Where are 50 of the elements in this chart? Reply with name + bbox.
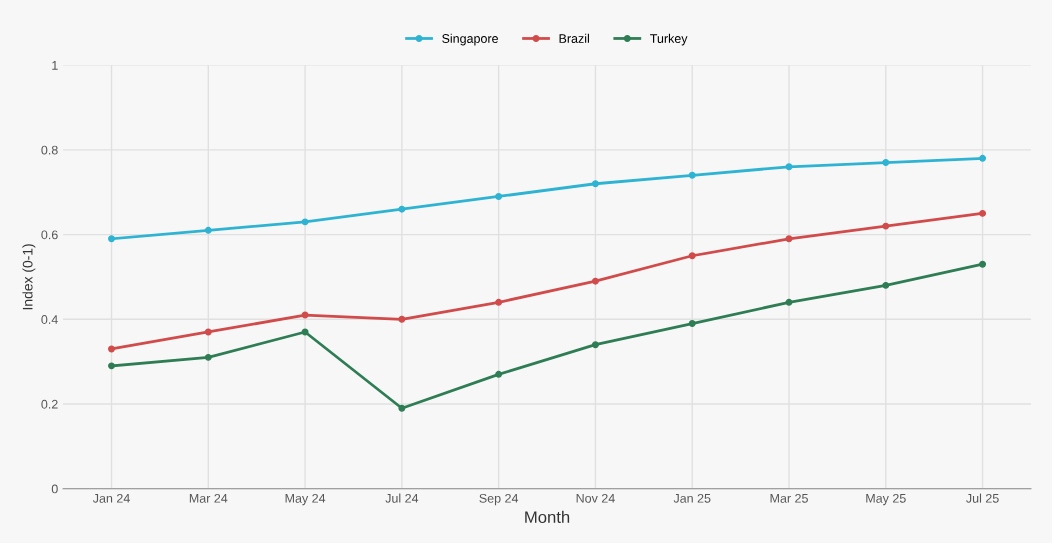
point bbox=[204, 226, 212, 234]
point bbox=[591, 277, 599, 285]
y-tick-label: 0.6 bbox=[41, 230, 58, 240]
x-tick-label: May 24 bbox=[285, 493, 326, 506]
legend-label: Singapore bbox=[442, 33, 498, 46]
point bbox=[495, 298, 503, 306]
point bbox=[108, 345, 115, 353]
x-tick-label: Sep 24 bbox=[479, 493, 519, 506]
point bbox=[882, 159, 890, 167]
y-tick-label: 1 bbox=[52, 61, 58, 70]
point bbox=[688, 320, 696, 327]
point bbox=[301, 218, 309, 226]
x-tick-label: Nov 24 bbox=[576, 493, 615, 503]
y-tick-label: 0.2 bbox=[41, 399, 58, 409]
point bbox=[108, 235, 115, 243]
point bbox=[785, 235, 793, 243]
point bbox=[979, 209, 987, 217]
point bbox=[495, 370, 503, 378]
point bbox=[591, 341, 599, 349]
x-tick-label: Mar 25 bbox=[770, 493, 808, 503]
point bbox=[495, 192, 503, 200]
point bbox=[398, 404, 406, 412]
point bbox=[979, 154, 987, 162]
point bbox=[688, 171, 696, 179]
x-tick-label: Jan 25 bbox=[673, 493, 711, 503]
x-tick-label: Jan 24 bbox=[92, 493, 130, 503]
x-tick-label: May 25 bbox=[866, 493, 906, 506]
legend-label: Turkey bbox=[650, 33, 688, 46]
point bbox=[785, 298, 793, 306]
point bbox=[882, 222, 890, 230]
legend-label: Brazil bbox=[559, 33, 589, 43]
y-tick-label: 0.4 bbox=[41, 315, 58, 324]
point bbox=[398, 315, 406, 323]
point bbox=[204, 328, 212, 336]
point bbox=[301, 311, 309, 319]
y-tick-label: 0.8 bbox=[41, 145, 58, 155]
y-axis-title: Index (0-1) bbox=[22, 244, 36, 310]
point bbox=[979, 260, 987, 268]
y-tick-label: 0 bbox=[51, 484, 58, 494]
point bbox=[591, 180, 599, 188]
point bbox=[108, 362, 115, 370]
x-tick-label: Mar 24 bbox=[189, 493, 228, 503]
x-axis-title: Month bbox=[525, 510, 570, 524]
x-tick-label: Jul 24 bbox=[385, 493, 419, 503]
x-tick-label: Jul 25 bbox=[966, 493, 999, 503]
point bbox=[204, 353, 212, 361]
point bbox=[688, 252, 696, 260]
point bbox=[398, 205, 406, 213]
point bbox=[785, 163, 793, 171]
point bbox=[882, 281, 890, 289]
